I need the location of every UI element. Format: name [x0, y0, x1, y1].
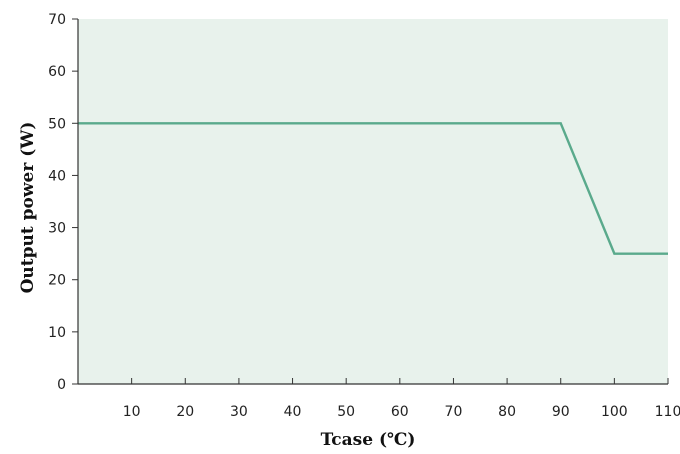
x-tick-label: 90 — [552, 404, 570, 420]
y-tick-label: 20 — [48, 273, 66, 289]
tick-labels: 0 10 20 30 40 50 60 70 10 20 30 40 50 60 70 80 90 100 110 — [48, 12, 680, 420]
x-tick-label: 110 — [655, 404, 680, 420]
x-axis-title: Tcase (℃) — [321, 430, 416, 450]
y-tick-label: 70 — [48, 12, 66, 28]
y-axis-title: Output power (W) — [18, 122, 38, 294]
axis-ticks — [72, 18, 669, 385]
y-tick-label: 0 — [57, 377, 66, 393]
x-tick-label: 40 — [284, 404, 302, 420]
y-tick-label: 30 — [48, 221, 66, 237]
y-tick-label: 10 — [48, 325, 66, 341]
x-tick-label: 10 — [123, 404, 141, 420]
x-tick-label: 50 — [337, 404, 355, 420]
y-tick-label: 60 — [48, 64, 66, 80]
x-tick-label: 100 — [601, 404, 628, 420]
series-line-output-power — [78, 122, 668, 255]
y-tick-label: 40 — [48, 168, 66, 184]
x-tick-label: 80 — [498, 404, 516, 420]
y-tick-label: 50 — [48, 116, 66, 132]
plot-area — [78, 19, 668, 384]
x-tick-label: 30 — [230, 404, 248, 420]
x-tick-label: 60 — [391, 404, 409, 420]
x-tick-label: 20 — [176, 404, 194, 420]
x-tick-label: 70 — [445, 404, 463, 420]
